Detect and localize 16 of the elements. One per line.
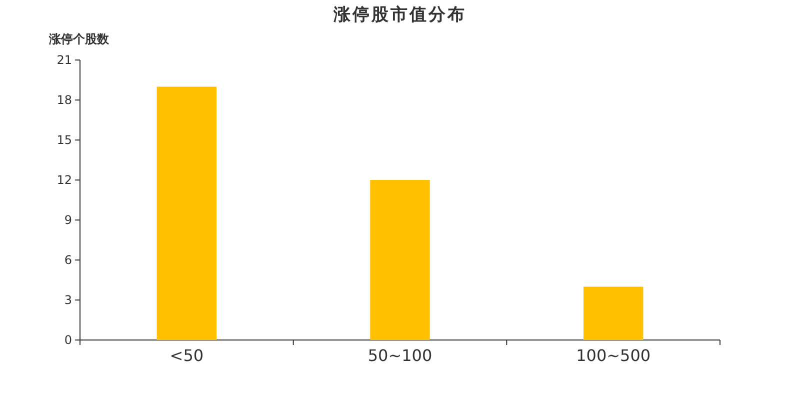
y-axis-title: 涨停个股数	[48, 32, 110, 46]
bar	[156, 86, 217, 340]
y-tick-label: 6	[64, 253, 72, 267]
y-tick-label: 15	[56, 133, 72, 147]
bar	[370, 180, 430, 340]
x-tick-label: 100~500	[576, 346, 651, 365]
x-tick-label: <50	[170, 346, 204, 365]
y-tick-label: 9	[64, 213, 72, 227]
bar	[583, 286, 644, 340]
y-tick-label: 21	[56, 53, 72, 67]
y-tick-label: 3	[64, 293, 72, 307]
y-tick-label: 12	[56, 173, 72, 187]
chart-title: 涨停股市值分布	[332, 5, 466, 25]
x-tick-label: 50~100	[368, 346, 432, 365]
y-tick-label: 0	[64, 333, 72, 347]
y-tick-label: 18	[56, 93, 72, 107]
